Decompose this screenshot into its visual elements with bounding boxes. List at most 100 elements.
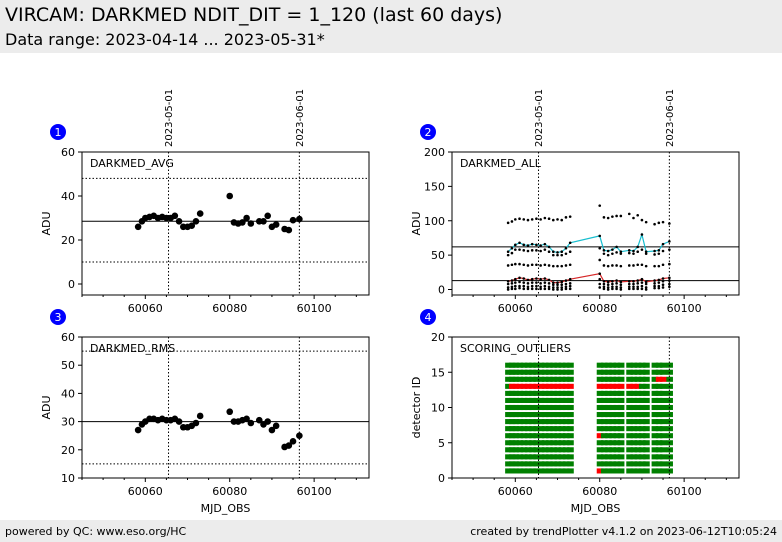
- data-point: [526, 287, 530, 291]
- ok-cell: [516, 468, 524, 474]
- data-point: [568, 282, 572, 285]
- ok-cell: [533, 369, 541, 375]
- ok-cell: [567, 454, 574, 460]
- ok-cell: [643, 369, 650, 375]
- panel-number-label: 3: [55, 311, 62, 324]
- data-point: [514, 248, 517, 251]
- data-point: [522, 243, 526, 247]
- y-tick-label: 30: [61, 416, 75, 429]
- ok-cell: [617, 426, 625, 432]
- ok-cell: [634, 454, 642, 460]
- ok-cell: [634, 376, 642, 382]
- data-point: [539, 244, 542, 247]
- data-point: [615, 287, 618, 291]
- ok-cell: [541, 397, 549, 403]
- plot-frame: [451, 151, 740, 296]
- ok-cell: [605, 468, 612, 474]
- ok-cell: [529, 447, 536, 453]
- ok-cell: [567, 440, 574, 446]
- data-point: [551, 264, 555, 268]
- ok-cell: [546, 468, 553, 474]
- data-point: [535, 281, 538, 284]
- ok-cell: [508, 454, 516, 460]
- data-point: [526, 249, 530, 253]
- ok-cell: [613, 404, 621, 411]
- data-point: [560, 264, 564, 268]
- ok-cell: [626, 369, 633, 375]
- data-point: [568, 250, 572, 253]
- ok-cell: [537, 454, 545, 460]
- ok-cell: [600, 440, 608, 446]
- data-point: [632, 287, 635, 291]
- data-point: [518, 286, 521, 290]
- x-tick-label: 60080: [582, 302, 617, 315]
- ok-cell: [596, 419, 604, 425]
- ok-cell: [524, 426, 532, 432]
- ok-cell: [537, 412, 545, 418]
- ok-cell: [638, 397, 646, 403]
- panel-number-label: 2: [425, 126, 432, 139]
- ok-cell: [638, 362, 646, 368]
- data-point: [640, 277, 644, 281]
- ok-cell: [613, 433, 621, 439]
- ok-cell: [516, 454, 524, 460]
- ok-cell: [520, 412, 528, 418]
- data-point: [226, 408, 234, 416]
- outlier-cell: [512, 383, 519, 389]
- ok-cell: [609, 461, 616, 467]
- data-point: [606, 283, 610, 286]
- ok-cell: [630, 390, 638, 396]
- ok-cell: [505, 412, 512, 418]
- data-point: [196, 210, 204, 217]
- ok-cell: [550, 404, 557, 411]
- ok-cell: [505, 447, 512, 453]
- date-marker-label: 2023-05-01: [534, 89, 545, 147]
- x-tick-label: 60060: [498, 302, 533, 315]
- data-point: [668, 248, 671, 251]
- ok-cell: [596, 461, 604, 467]
- ok-cell: [508, 376, 516, 382]
- ok-cell: [638, 412, 646, 418]
- ok-cell: [567, 461, 574, 467]
- ok-cell: [533, 412, 541, 418]
- data-point: [506, 282, 510, 286]
- ok-cell: [596, 454, 604, 460]
- y-tick-label: 20: [431, 331, 445, 344]
- ok-cell: [505, 390, 512, 396]
- data-point: [560, 286, 564, 289]
- data-point: [192, 419, 200, 427]
- ok-cell: [541, 369, 549, 375]
- ok-cell: [660, 369, 667, 375]
- ok-cell: [613, 376, 621, 382]
- ok-cell: [660, 397, 667, 403]
- ok-cell: [541, 454, 549, 460]
- ok-cell: [558, 454, 566, 460]
- ok-cell: [520, 369, 528, 375]
- ok-cell: [630, 362, 638, 368]
- panel-parameter-label: SCORING_OUTLIERS: [460, 342, 571, 355]
- data-point: [632, 285, 635, 289]
- data-point: [530, 284, 534, 288]
- ok-cell: [609, 362, 616, 368]
- ok-cell: [634, 412, 642, 418]
- footer-powered-by: powered by QC: www.eso.org/HC: [5, 525, 187, 538]
- ok-cell: [605, 419, 612, 425]
- ok-cell: [643, 390, 650, 396]
- ok-cell: [613, 454, 621, 460]
- ok-cell: [537, 362, 545, 368]
- ok-cell: [567, 468, 574, 474]
- date-marker-label: 2023-06-01: [665, 89, 676, 147]
- ok-cell: [550, 440, 557, 446]
- outlier-cell: [596, 433, 604, 439]
- ok-cell: [524, 412, 532, 418]
- data-point: [657, 281, 661, 284]
- ok-cell: [651, 454, 659, 460]
- data-point: [551, 288, 555, 291]
- data-point: [661, 242, 665, 246]
- data-point: [518, 241, 521, 245]
- ok-cell: [609, 397, 616, 403]
- data-point: [556, 251, 559, 254]
- data-point: [526, 244, 530, 247]
- ok-cell: [516, 404, 524, 411]
- outlier-cell: [630, 383, 638, 389]
